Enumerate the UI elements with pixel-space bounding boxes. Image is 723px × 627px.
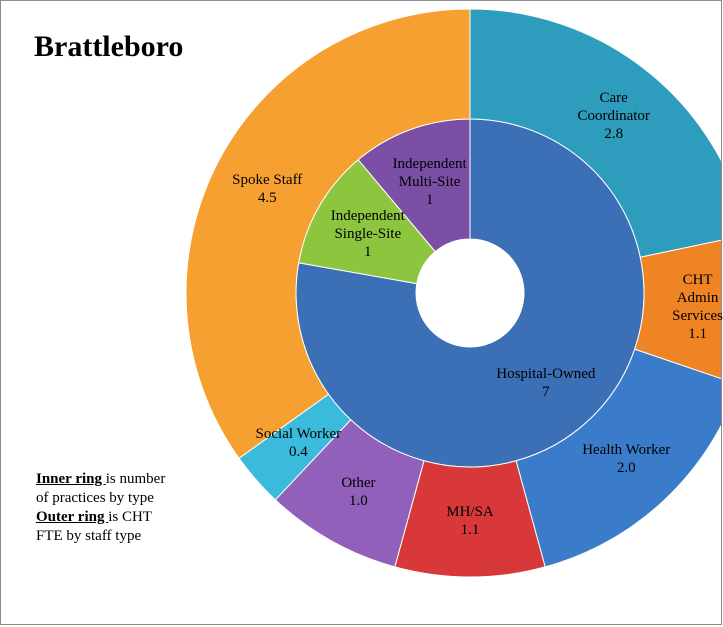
value-label: 1.0	[349, 492, 368, 509]
category-label: MH/SA	[446, 504, 494, 520]
value-label: 0.4	[288, 444, 308, 461]
note-bold: Outer ring	[36, 509, 109, 525]
note: Outer ring is CHT FTE by staff type	[36, 508, 166, 546]
value-label: 7	[542, 384, 550, 401]
category-label: Health Worker	[582, 442, 671, 459]
value-label: 1.1	[460, 522, 480, 538]
category-label: Hospital-Owned	[496, 366, 596, 383]
slice-label: CHT Admin Services 1.1	[672, 271, 723, 343]
rings	[185, 8, 721, 578]
slice-label: Hospital-Owned 7	[496, 365, 595, 401]
note-bold: Inner ring	[36, 471, 106, 487]
note-text: is number of practices by type	[36, 471, 166, 506]
slice-label: Independent Multi-Site 1	[380, 155, 480, 209]
category-label: Independent Multi-Site	[392, 156, 467, 191]
slice	[185, 8, 471, 459]
slice-label: Spoke Staff 4.5	[232, 171, 302, 207]
slice-label: Other 1.0	[341, 474, 375, 510]
value-label: 1.1	[688, 325, 707, 342]
category-label: Care Coordinator	[577, 89, 650, 124]
slice-label: MH/SA 1.1	[446, 503, 494, 539]
value-label: 2.0	[616, 460, 636, 477]
value-label: 2.8	[604, 125, 624, 142]
slice-label: Independent Single-Site 1	[318, 207, 418, 261]
note: Inner ring is number of practices by typ…	[36, 470, 166, 508]
slice-label: Care Coordinator 2.8	[564, 89, 664, 143]
value-label: 4.5	[257, 189, 277, 206]
category-label: Other	[341, 474, 376, 491]
category-label: Spoke Staff	[232, 171, 303, 188]
category-label: Social Worker	[255, 426, 342, 443]
slice	[634, 239, 721, 380]
value-label: 1	[425, 192, 434, 209]
value-label: 1	[364, 244, 372, 260]
slice-label: Social Worker 0.4	[256, 425, 342, 461]
category-label: Independent Single-Site	[330, 208, 405, 242]
chart-title: Brattleboro	[34, 30, 184, 63]
slice	[469, 8, 721, 258]
category-label: CHT Admin Services	[672, 271, 723, 324]
notes: Inner ring is number of practices by typ…	[36, 470, 166, 546]
slice-label: Health Worker 2.0	[582, 441, 670, 477]
note-text: is CHT FTE by staff type	[36, 509, 152, 544]
